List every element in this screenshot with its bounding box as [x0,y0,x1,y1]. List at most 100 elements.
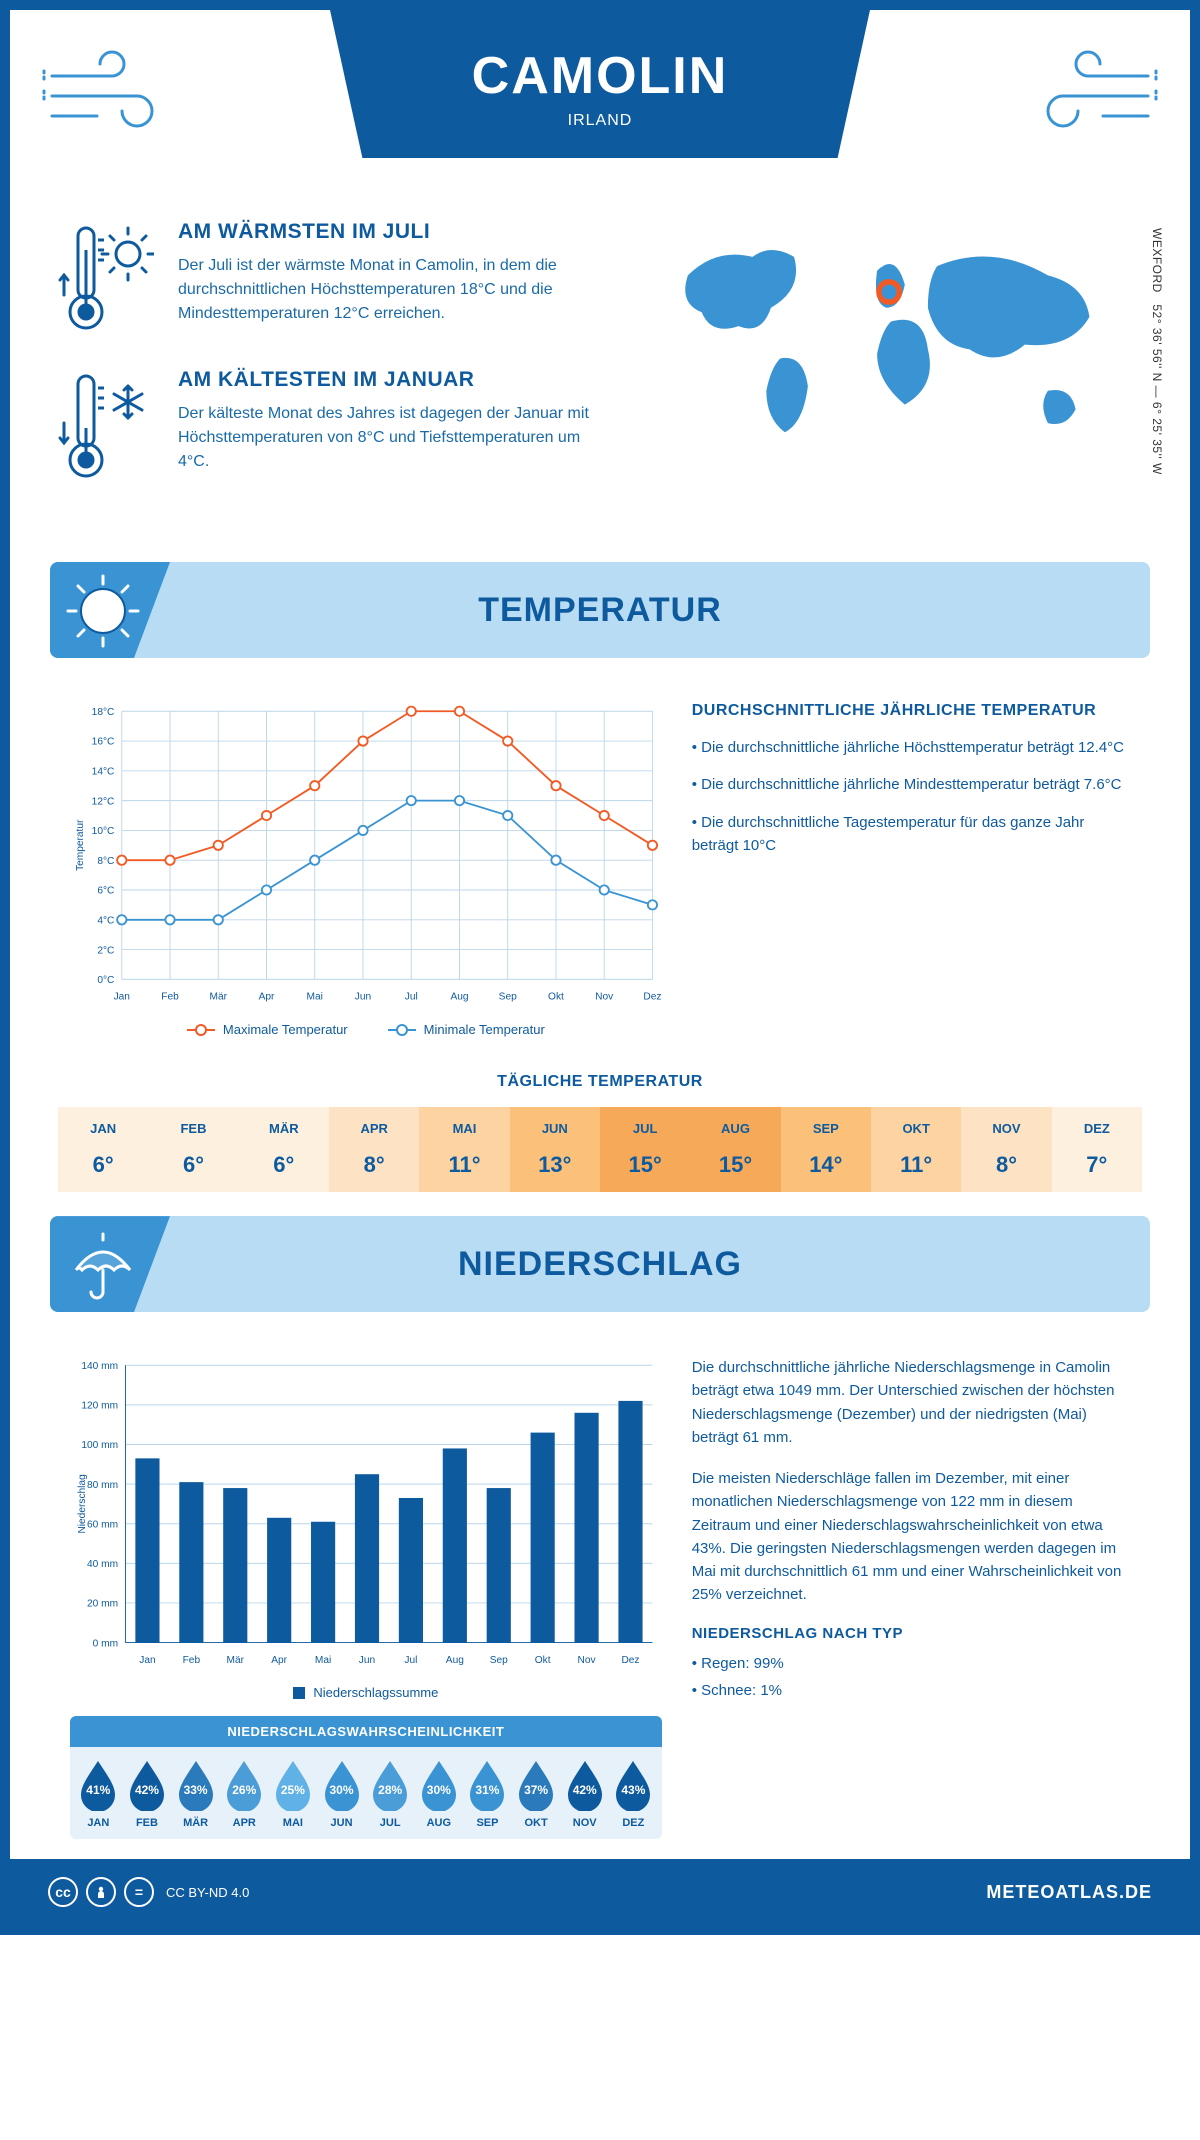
precipitation-heading: NIEDERSCHLAG [458,1245,742,1284]
svg-text:Nov: Nov [578,1655,597,1666]
probability-panel: NIEDERSCHLAGSWAHRSCHEINLICHKEIT 41% JAN … [70,1716,662,1839]
daily-temp-title: TÄGLICHE TEMPERATUR [10,1073,1190,1091]
svg-text:18°C: 18°C [92,707,115,718]
temperature-side-text: DURCHSCHNITTLICHE JÄHRLICHE TEMPERATUR •… [692,702,1130,1037]
svg-text:Jul: Jul [404,1655,417,1666]
probability-cell: 41% JAN [74,1759,123,1829]
svg-text:8°C: 8°C [97,856,114,867]
svg-text:Okt: Okt [548,992,564,1003]
raindrop-icon: 43% [612,1759,654,1811]
probability-cell: 30% AUG [414,1759,463,1829]
precip-para2: Die meisten Niederschläge fallen im Deze… [692,1467,1130,1607]
coordinates-label: WEXFORD 52° 36' 56'' N — 6° 25' 35'' W [1150,228,1164,475]
precipitation-bar-chart: 0 mm20 mm40 mm60 mm80 mm100 mm120 mm140 … [70,1356,662,1670]
svg-text:Sep: Sep [490,1655,508,1666]
svg-text:0 mm: 0 mm [93,1638,118,1649]
country-subtitle: IRLAND [340,112,860,130]
sun-icon [64,572,142,650]
footer: cc = CC BY-ND 4.0 METEOATLAS.DE [10,1859,1190,1925]
svg-text:80 mm: 80 mm [87,1480,118,1491]
raindrop-icon: 41% [77,1759,119,1811]
svg-text:16°C: 16°C [92,737,115,748]
wind-icon-left [42,46,172,146]
svg-text:Dez: Dez [643,992,661,1003]
facts-column: AM WÄRMSTEN IM JULI Der Juli ist der wär… [58,220,610,516]
svg-text:10°C: 10°C [92,826,115,837]
title-banner: CAMOLIN IRLAND [330,10,870,158]
svg-text:Aug: Aug [446,1655,464,1666]
warmest-fact: AM WÄRMSTEN IM JULI Der Juli ist der wär… [58,220,610,340]
probability-cell: 30% JUN [317,1759,366,1829]
probability-cell: 28% JUL [366,1759,415,1829]
daily-temp-cell: JUN13° [510,1107,600,1192]
license-text: CC BY-ND 4.0 [166,1885,249,1900]
svg-text:Aug: Aug [450,992,468,1003]
svg-text:Apr: Apr [271,1655,287,1666]
intro-row: AM WÄRMSTEN IM JULI Der Juli ist der wär… [10,210,1190,546]
svg-text:Sep: Sep [499,992,517,1003]
svg-text:Mär: Mär [210,992,228,1003]
svg-text:Okt: Okt [535,1655,551,1666]
location-title: CAMOLIN [340,46,860,106]
temperature-chart-column: 0°C2°C4°C6°C8°C10°C12°C14°C16°C18°CJanFe… [70,702,662,1037]
svg-text:Mai: Mai [315,1655,331,1666]
cc-icons: cc = [48,1877,154,1907]
temperature-heading: TEMPERATUR [478,591,722,630]
daily-temp-cell: APR8° [329,1107,419,1192]
precipitation-legend: Niederschlagssumme [70,1685,662,1700]
svg-text:Jun: Jun [355,992,371,1003]
world-map-icon [640,220,1142,460]
daily-temp-cell: AUG15° [690,1107,780,1192]
header: CAMOLIN IRLAND [10,10,1190,210]
daily-temp-cell: DEZ7° [1052,1107,1142,1192]
map-column: WEXFORD 52° 36' 56'' N — 6° 25' 35'' W [640,220,1142,516]
svg-text:Jun: Jun [359,1655,375,1666]
nd-icon: = [124,1877,154,1907]
thermometer-snow-icon [58,368,154,488]
raindrop-icon: 37% [515,1759,557,1811]
svg-text:Apr: Apr [259,992,275,1003]
raindrop-icon: 42% [564,1759,606,1811]
legend-min: Minimale Temperatur [424,1022,545,1037]
avg-temp-bullet1: • Die durchschnittliche jährliche Höchst… [692,736,1130,759]
svg-text:Jan: Jan [139,1655,155,1666]
probability-cell: 25% MAI [269,1759,318,1829]
precip-para1: Die durchschnittliche jährliche Niedersc… [692,1356,1130,1449]
precip-type-rain: • Regen: 99% [692,1652,1130,1675]
raindrop-icon: 28% [369,1759,411,1811]
coldest-text: Der kälteste Monat des Jahres ist dagege… [178,402,610,474]
avg-temp-bullet2: • Die durchschnittliche jährliche Mindes… [692,773,1130,796]
svg-text:Niederschlag: Niederschlag [77,1474,88,1533]
precip-legend-label: Niederschlagssumme [313,1685,438,1700]
temperature-legend: .legend-swatch[style*='f15a24']::after{b… [70,1022,662,1037]
precip-type-snow: • Schnee: 1% [692,1679,1130,1702]
avg-temp-bullet3: • Die durchschnittliche Tagestemperatur … [692,811,1130,858]
thermometer-sun-icon [58,220,154,340]
warmest-title: AM WÄRMSTEN IM JULI [178,220,610,244]
umbrella-icon [64,1226,142,1304]
probability-cell: 31% SEP [463,1759,512,1829]
precipitation-body: 0 mm20 mm40 mm60 mm80 mm100 mm120 mm140 … [10,1328,1190,1849]
daily-temp-grid: JAN6° FEB6° MÄR6° APR8° MAI11° JUN13° JU… [58,1107,1142,1192]
probability-cell: 37% OKT [512,1759,561,1829]
raindrop-icon: 42% [126,1759,168,1811]
svg-text:Mär: Mär [227,1655,245,1666]
probability-cell: 42% FEB [123,1759,172,1829]
daily-temp-cell: OKT11° [871,1107,961,1192]
svg-text:6°C: 6°C [97,886,114,897]
svg-text:20 mm: 20 mm [87,1599,118,1610]
precipitation-section-header: NIEDERSCHLAG [50,1216,1150,1312]
legend-max: Maximale Temperatur [223,1022,348,1037]
wind-icon-right [1028,46,1158,146]
cc-icon: cc [48,1877,78,1907]
svg-text:60 mm: 60 mm [87,1520,118,1531]
site-name: METEOATLAS.DE [986,1882,1152,1903]
warmest-text: Der Juli ist der wärmste Monat in Camoli… [178,254,610,326]
raindrop-icon: 25% [272,1759,314,1811]
daily-temperature: TÄGLICHE TEMPERATUR JAN6° FEB6° MÄR6° AP… [10,1073,1190,1192]
temperature-line-chart: 0°C2°C4°C6°C8°C10°C12°C14°C16°C18°CJanFe… [70,702,662,1007]
probability-grid: 41% JAN 42% FEB 33% MÄR 26% APR [70,1747,662,1839]
svg-text:Feb: Feb [183,1655,201,1666]
raindrop-icon: 30% [418,1759,460,1811]
raindrop-icon: 26% [223,1759,265,1811]
